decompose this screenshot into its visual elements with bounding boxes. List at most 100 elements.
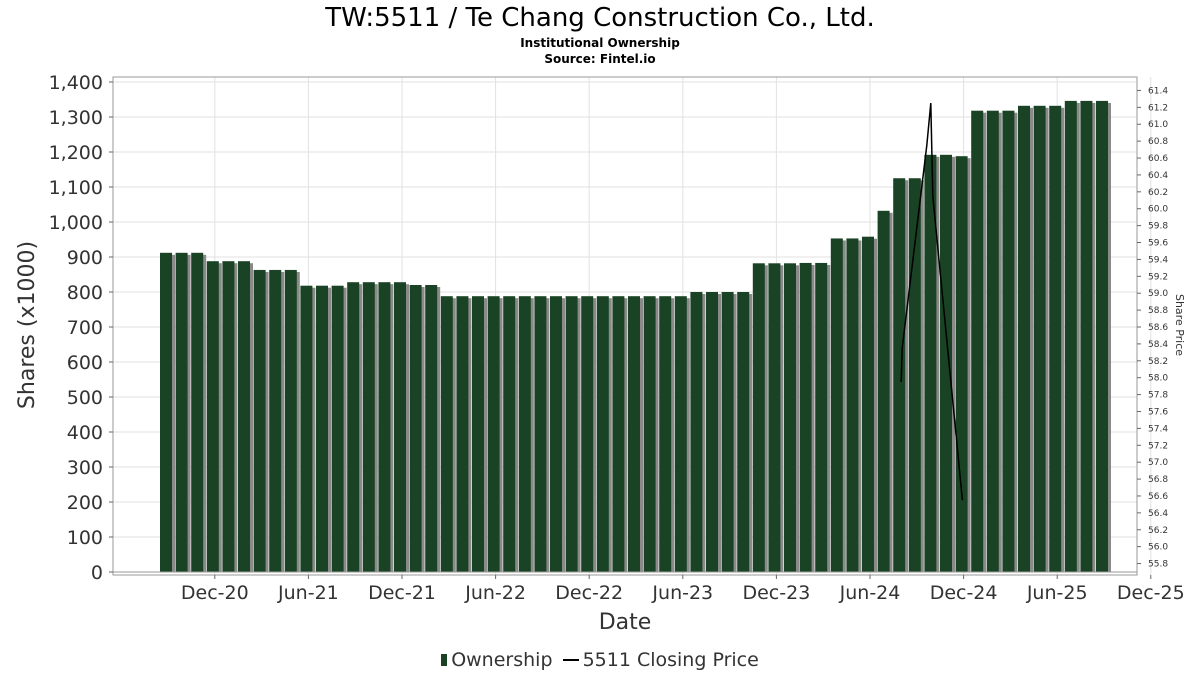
ownership-bar: [752, 263, 765, 572]
bar-swatch-icon: [441, 654, 448, 666]
ownership-bar: [456, 296, 469, 572]
ownership-bar: [425, 285, 438, 572]
y-tick-label: 300: [67, 457, 103, 479]
y2-tick-label: 56.0: [1148, 543, 1168, 553]
ownership-bar: [737, 292, 750, 572]
ownership-bar: [1018, 105, 1030, 573]
y-tick-label: 1,300: [49, 107, 103, 129]
y2-tick-label: 61.0: [1148, 120, 1168, 130]
y2-tick-label: 60.2: [1148, 188, 1168, 198]
ownership-bar: [518, 296, 531, 572]
ownership-bar: [768, 263, 781, 572]
ownership-bar: [721, 292, 734, 572]
y2-tick-label: 57.0: [1148, 458, 1168, 468]
y2-tick-label: 56.8: [1148, 475, 1168, 485]
y-tick-label: 0: [91, 562, 103, 584]
ownership-bar: [284, 269, 297, 572]
y2-tick-label: 56.6: [1148, 492, 1168, 502]
ownership-bar: [409, 285, 422, 572]
y2-tick-label: 61.4: [1148, 86, 1168, 96]
ownership-bar: [206, 261, 219, 572]
price-line-path: [900, 103, 964, 501]
ownership-bar: [160, 252, 172, 573]
ownership-bar: [971, 110, 984, 572]
ownership-bar: [830, 238, 843, 572]
y-tick-label: 1,400: [49, 72, 103, 94]
ownership-bar: [175, 252, 188, 573]
line-swatch-icon: [562, 659, 579, 661]
ownership-bar: [362, 282, 375, 572]
ownership-bar: [550, 296, 562, 572]
x-tick-label: Dec-21: [368, 582, 436, 604]
x-tick-label: Jun-21: [277, 582, 339, 604]
ownership-bar: [674, 296, 687, 572]
ownership-bar: [955, 156, 968, 572]
y2-tick-label: 57.2: [1148, 441, 1168, 451]
ownership-bar: [581, 296, 594, 572]
x-axis-label: Date: [599, 610, 652, 635]
y2-tick-label: 61.2: [1148, 103, 1168, 113]
y2-tick-label: 58.0: [1148, 374, 1168, 384]
y2-tick-label: 57.6: [1148, 407, 1168, 417]
y2-tick-label: 58.8: [1148, 306, 1168, 316]
x-tick-label: Jun-25: [1026, 582, 1088, 604]
ownership-bar: [799, 262, 812, 572]
ownership-bar: [690, 292, 703, 572]
ownership-bar: [628, 296, 640, 572]
ownership-bar: [347, 282, 360, 572]
y2-tick-label: 59.0: [1148, 289, 1168, 299]
x-tick-label: Dec-25: [1117, 582, 1185, 604]
ownership-bar: [1049, 105, 1062, 573]
ownership-bar: [877, 210, 890, 573]
x-tick-label: Dec-24: [930, 582, 998, 604]
y-axis-left: 0 100 200 300 400 500 600 700 800 900 1,000 1,100 1,…: [49, 72, 113, 584]
ownership-bar: [862, 236, 874, 572]
y2-tick-label: 58.6: [1148, 323, 1168, 333]
ownership-bar: [269, 269, 282, 572]
y2-tick-label: 57.8: [1148, 391, 1168, 401]
y2-tick-label: 59.2: [1148, 272, 1168, 282]
y-axis-right: 55.8 56.0 56.2 56.4 56.6 56.8 57.0 57.2 57.4 57.6…: [1137, 86, 1168, 570]
ownership-bar: [503, 296, 516, 572]
ownership-bar: [846, 238, 859, 572]
ownership-bar: [1002, 110, 1015, 572]
price-line: [900, 103, 964, 501]
y2-tick-label: 56.4: [1148, 509, 1168, 519]
legend-price: 5511 Closing Price: [559, 647, 759, 673]
ownership-bar: [440, 296, 453, 572]
ownership-bar: [300, 285, 313, 572]
x-tick-label: Dec-20: [181, 582, 249, 604]
chart-title: TW:5511 / Te Chang Construction Co., Ltd…: [325, 3, 875, 33]
x-tick-label: Dec-23: [742, 582, 810, 604]
y2-tick-label: 60.6: [1148, 154, 1168, 164]
ownership-bar: [565, 296, 578, 572]
ownership-bar: [191, 252, 204, 573]
x-tick-label: Jun-22: [464, 582, 526, 604]
ownership-bar: [534, 296, 547, 572]
ownership-bar: [1033, 105, 1046, 573]
y2-tick-label: 60.8: [1148, 137, 1168, 147]
ownership-bar: [1096, 100, 1108, 573]
ownership-bar: [222, 261, 235, 572]
ownership-bar: [238, 261, 250, 572]
ownership-bar: [815, 262, 828, 572]
ownership-bar: [706, 292, 718, 572]
y-tick-label: 700: [67, 317, 103, 339]
y2-tick-label: 59.4: [1148, 255, 1168, 265]
chart-source: Source: Fintel.io: [544, 52, 656, 66]
ownership-bar: [659, 296, 672, 572]
ownership-bar: [378, 282, 391, 572]
y2-tick-label: 59.8: [1148, 222, 1168, 232]
x-axis: Dec-20 Jun-21 Dec-21 Jun-22 Dec-22 Jun-23 Dec-…: [181, 575, 1185, 604]
y2-tick-label: 59.6: [1148, 239, 1168, 249]
y2-tick-label: 55.8: [1148, 560, 1168, 570]
x-tick-label: Jun-23: [651, 582, 713, 604]
y-tick-label: 800: [67, 282, 103, 304]
ownership-bar: [253, 269, 266, 572]
y-tick-label: 500: [67, 387, 103, 409]
y-axis-label: Shares (x1000): [15, 241, 40, 409]
ownership-bar: [893, 178, 906, 572]
ownership-bar: [924, 154, 937, 573]
y2-axis-label: Share Price: [1173, 294, 1186, 356]
ownership-bars: [113, 100, 1137, 573]
